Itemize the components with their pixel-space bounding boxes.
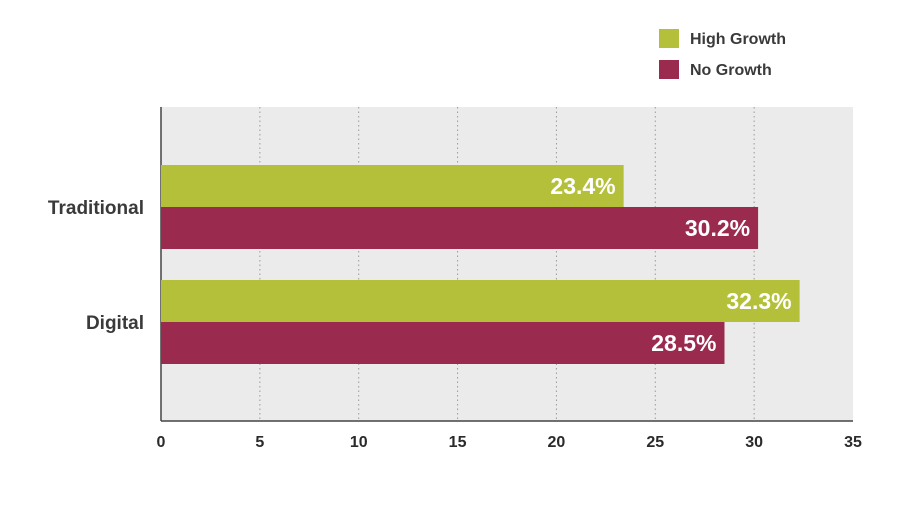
x-tick-label: 30 xyxy=(745,434,763,451)
bar-no-growth-traditional xyxy=(161,207,759,249)
x-tick-labels: 0 5 10 15 20 25 30 35 xyxy=(157,434,862,451)
bars: 23.4% 30.2% 32.3% 28.5% xyxy=(161,165,800,364)
category-label-digital: Digital xyxy=(86,313,144,334)
x-tick-label: 5 xyxy=(255,434,264,451)
bar-no-growth-digital xyxy=(161,322,725,364)
x-tick-label: 10 xyxy=(350,434,368,451)
bar-high-growth-digital xyxy=(161,280,800,322)
data-label: 30.2% xyxy=(685,215,750,241)
category-label-traditional: Traditional xyxy=(48,198,144,219)
x-tick-label: 15 xyxy=(449,434,467,451)
category-labels: Traditional Digital xyxy=(48,198,144,334)
plot-area xyxy=(161,107,853,421)
legend-swatch xyxy=(659,60,679,79)
x-tick-label: 35 xyxy=(844,434,862,451)
legend: High Growth No Growth xyxy=(659,29,786,79)
data-label: 32.3% xyxy=(726,288,791,314)
legend-swatch xyxy=(659,29,679,48)
data-label: 23.4% xyxy=(550,173,615,199)
legend-label: High Growth xyxy=(690,31,786,48)
x-tick-label: 20 xyxy=(548,434,566,451)
grid-lines xyxy=(259,107,755,421)
legend-label: No Growth xyxy=(690,62,772,79)
x-tick-label: 0 xyxy=(157,434,166,451)
data-label: 28.5% xyxy=(651,330,716,356)
x-tick-label: 25 xyxy=(646,434,664,451)
bar-high-growth-traditional xyxy=(161,165,624,207)
